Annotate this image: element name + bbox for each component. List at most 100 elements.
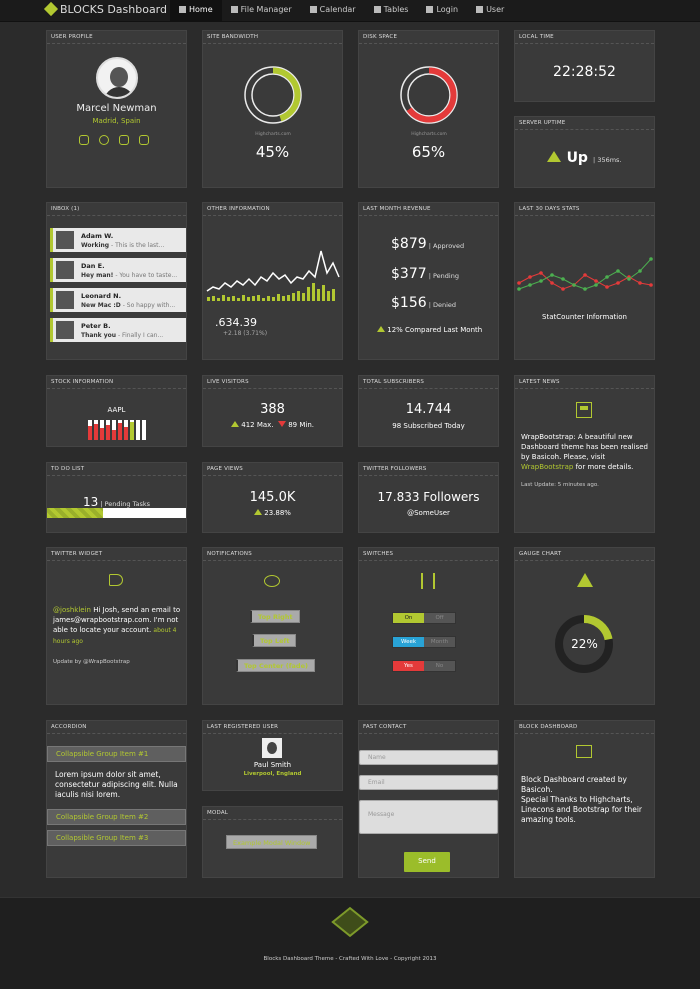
avatar — [96, 57, 138, 99]
toggle-week-month[interactable]: Week Month — [392, 636, 456, 648]
block-header: TOTAL SUBSCRIBERS — [359, 376, 498, 389]
pageviews-value: 145.0K — [249, 490, 296, 505]
block-header: TO DO LIST — [47, 463, 186, 476]
last-registered-user-block: LAST REGISTERED USER Paul Smith Liverpoo… — [202, 720, 343, 791]
news-link[interactable]: WrapBootstrap — [521, 463, 574, 471]
bandwidth-donut: Highcharts.com — [244, 66, 302, 137]
notify-top-center-button[interactable]: Top Center (fade) — [236, 659, 315, 672]
flask-icon — [577, 573, 593, 587]
gauge-value: 22% — [571, 637, 598, 651]
avatar — [56, 261, 74, 279]
lock-icon — [426, 6, 434, 13]
inbox-message[interactable]: Leonard N. New Mac :D - So happy with... — [50, 288, 186, 312]
avatar — [262, 738, 282, 758]
live-visitors-value: 388 — [260, 402, 285, 417]
pageviews-change: 23.88% — [203, 509, 342, 517]
gear-icon[interactable] — [99, 135, 109, 145]
user-location: Madrid, Spain — [92, 117, 141, 125]
inbox-message[interactable]: Dan E. Hey man! - You have to taste... — [50, 258, 186, 282]
chat-bubble-icon — [264, 575, 280, 587]
page-views-block: PAGE VIEWS 145.0K 23.88% — [202, 462, 343, 533]
nav-home[interactable]: Home — [170, 0, 222, 22]
nav-user[interactable]: User — [467, 0, 513, 22]
profile-actions — [79, 135, 149, 145]
followers-user: @SomeUser — [407, 509, 450, 517]
toggle-on-off[interactable]: On Off — [392, 612, 456, 624]
accordion-item-1[interactable]: Collapsible Group Item #1 — [47, 746, 186, 762]
nav-calendar[interactable]: Calendar — [301, 0, 365, 22]
to-do-list-block: TO DO LIST 13 | Pending Tasks — [46, 462, 187, 533]
block-header: LAST MONTH REVENUE — [359, 203, 498, 216]
home-icon — [179, 6, 186, 13]
inbox-message[interactable]: Adam W. Working - This is the last... — [50, 228, 186, 252]
block-header: LATEST NEWS — [515, 376, 654, 389]
local-time-value: 22:28:52 — [553, 64, 616, 80]
total-subscribers-block: TOTAL SUBSCRIBERS 14.744 98 Subscribed T… — [358, 375, 499, 447]
site-bandwidth-block: SITE BANDWIDTH Highcharts.com 45% — [202, 30, 343, 188]
nav-tables[interactable]: Tables — [365, 0, 418, 22]
notify-top-right-button[interactable]: Top Right — [250, 610, 300, 623]
inbox-message[interactable]: Peter B. Thank you - Finally I can... — [50, 318, 186, 342]
nav-login[interactable]: Login — [417, 0, 467, 22]
user-icon — [476, 6, 484, 13]
sparkline-chart — [206, 250, 340, 301]
block-header: PAGE VIEWS — [203, 463, 342, 476]
tweet-handle[interactable]: @joshklein — [53, 606, 91, 614]
mail-icon[interactable] — [119, 135, 129, 145]
block-header: LIVE VISITORS — [203, 376, 342, 389]
block-header: MODAL — [203, 807, 342, 820]
revenue-row: $879 | Approved — [391, 236, 465, 252]
block-header: LOCAL TIME — [515, 31, 654, 44]
block-header: OTHER INFORMATION — [203, 203, 342, 216]
block-header: SERVER UPTIME — [515, 117, 654, 130]
stock-bars — [88, 420, 146, 440]
block-header: INBOX (1) — [47, 203, 186, 216]
toggle-yes-no[interactable]: Yes No — [392, 660, 456, 672]
accordion-item-3[interactable]: Collapsible Group Item #3 — [47, 830, 186, 846]
news-updated: Last Update: 5 minutes ago. — [521, 482, 599, 488]
revenue-row: $377 | Pending — [391, 266, 459, 282]
up-arrow-icon — [377, 326, 385, 332]
name-field[interactable]: Name — [359, 750, 498, 765]
progress-fill — [47, 508, 103, 518]
modal-block: MODAL Example Modal Window — [202, 806, 343, 878]
send-button[interactable]: Send — [404, 852, 450, 872]
brand[interactable]: BLOCKS Dashboard — [43, 1, 167, 17]
notify-top-left-button[interactable]: Top Left — [252, 634, 297, 647]
user-icon[interactable] — [79, 135, 89, 145]
stock-symbol: AAPL — [107, 406, 126, 414]
open-modal-button[interactable]: Example Modal Window — [226, 835, 318, 849]
block-header: BLOCK DASHBOARD — [515, 721, 654, 734]
calendar-icon — [309, 6, 317, 13]
local-time-block: LOCAL TIME 22:28:52 — [514, 30, 655, 102]
block-header: USER PROFILE — [47, 31, 186, 44]
todo-progress-bar — [47, 508, 186, 518]
key-icon[interactable] — [139, 135, 149, 145]
email-field[interactable]: Email — [359, 775, 498, 790]
message-field[interactable]: Message — [359, 800, 498, 834]
nav-file-manager[interactable]: File Manager — [222, 0, 301, 22]
last-user-location: Liverpool, England — [243, 771, 302, 777]
block-header: SWITCHES — [359, 548, 498, 561]
latest-news-block: LATEST NEWS WrapBootstrap: A beautiful n… — [514, 375, 655, 533]
other-information-block: OTHER INFORMATION .634.39 +2.18 (3.71%) — [202, 202, 343, 360]
gauge-ring — [555, 615, 613, 673]
revenue-row: $156 | Denied — [391, 295, 457, 311]
block-header: LAST REGISTERED USER — [203, 721, 342, 734]
avatar — [56, 231, 74, 249]
block-dashboard-credit: Block Dashboard created by Basicoh. — [521, 775, 627, 794]
down-arrow-icon — [277, 421, 286, 427]
up-arrow-icon — [547, 151, 562, 162]
accordion-body: Lorem ipsum dolor sit amet, consectetur … — [55, 770, 178, 799]
accordion-item-2[interactable]: Collapsible Group Item #2 — [47, 809, 186, 825]
tweet-text: @joshklein Hi Josh, send an email to jam… — [53, 606, 181, 645]
block-dashboard-thanks: Special Thanks to Highcharts, Linecons a… — [521, 795, 642, 824]
table-icon — [373, 6, 381, 13]
live-visitors-range: 412 Max. 89 Min. — [203, 421, 342, 429]
logo-cube-icon — [331, 906, 369, 938]
footer-copyright: Blocks Dashboard Theme - Crafted With Lo… — [263, 956, 437, 962]
disk-value: 65% — [411, 143, 446, 161]
nav-menu: Home File Manager Calendar Tables Login … — [170, 0, 513, 22]
last-user-name: Paul Smith — [253, 761, 292, 769]
block-dashboard-block: BLOCK DASHBOARD Block Dashboard created … — [514, 720, 655, 878]
